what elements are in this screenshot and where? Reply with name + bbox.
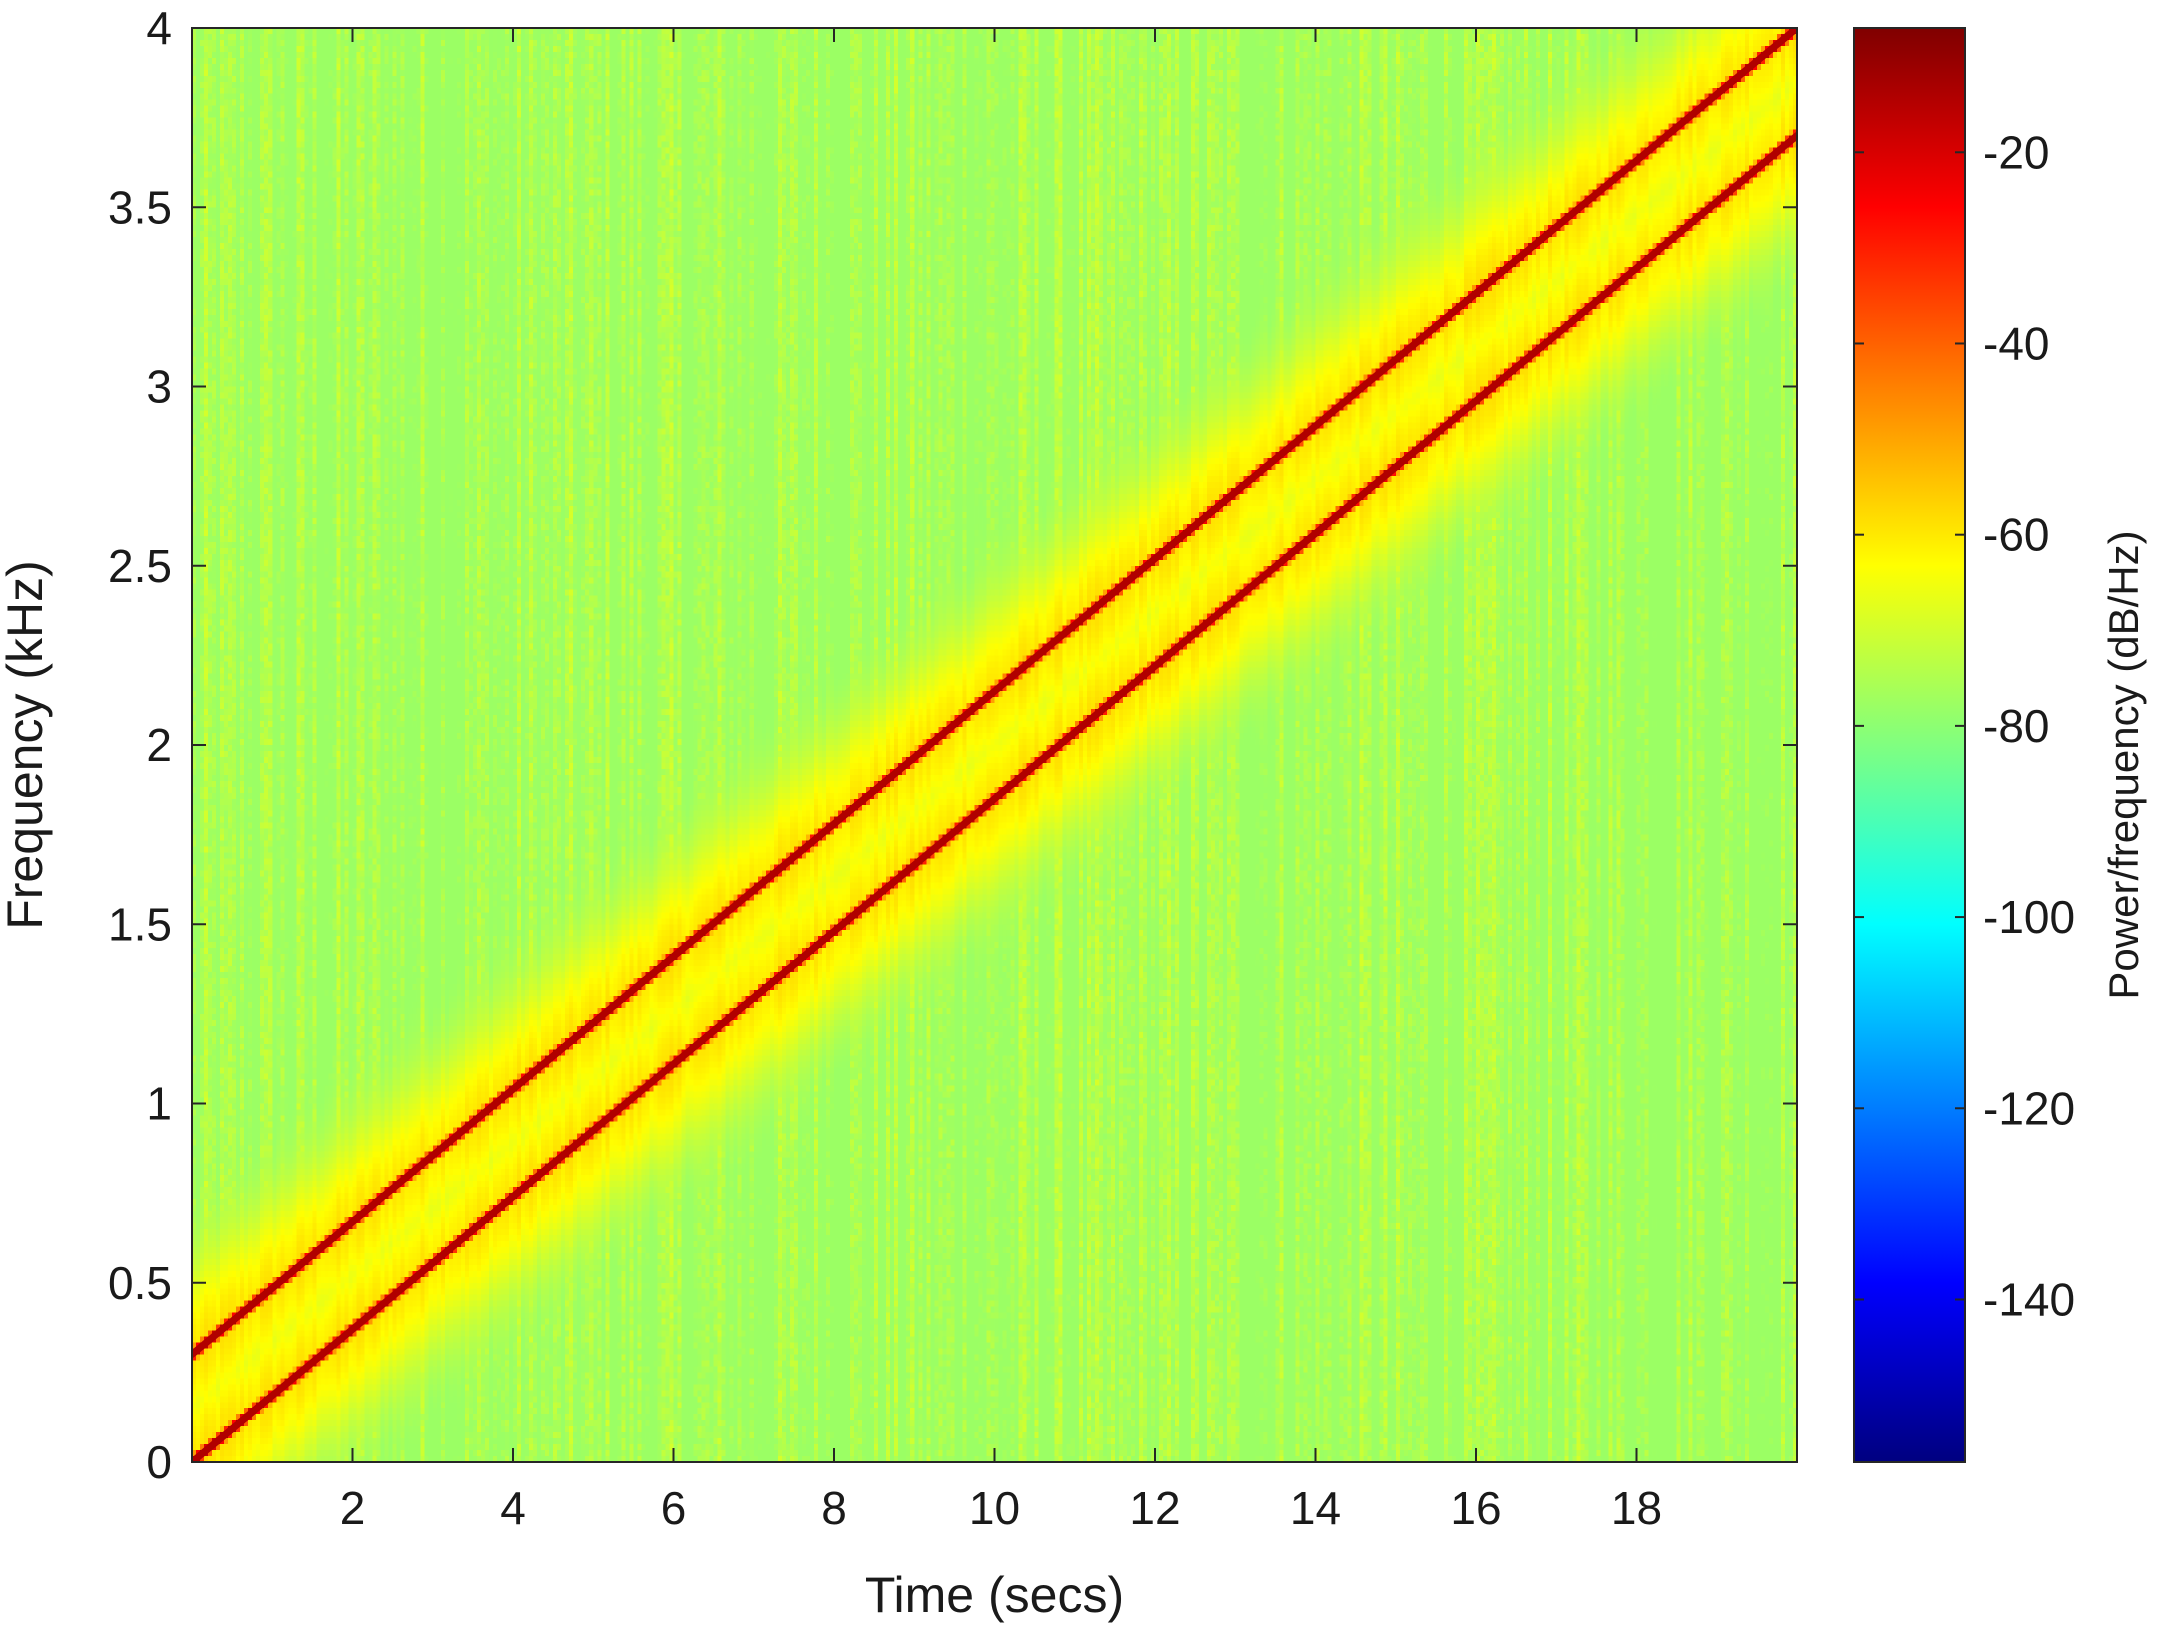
x-axis-label: Time (secs)	[865, 1567, 1124, 1623]
colorbar-gradient	[1854, 28, 1965, 1462]
x-tick-label: 2	[340, 1482, 366, 1534]
colorbar-tick-label: -140	[1983, 1273, 2075, 1325]
x-tick-label: 8	[821, 1482, 847, 1534]
y-tick-label: 3.5	[108, 181, 172, 233]
x-axis-ticks: 2 4 6 8 10 12 14 16 18	[340, 28, 1662, 1534]
colorbar-frame	[1853, 27, 1966, 1463]
chirp-ridge-2	[192, 132, 1797, 1462]
colorbar: -20 -40 -60 -80 -100 -120 -140	[1853, 27, 2075, 1463]
y-tick-label: 0.5	[108, 1257, 172, 1309]
x-tick-label: 18	[1611, 1482, 1662, 1534]
y-tick-label: 1.5	[108, 898, 172, 950]
x-tick-label: 16	[1450, 1482, 1501, 1534]
y-axis-ticks: 0 0.5 1 1.5 2 2.5 3 3.5 4	[108, 2, 1797, 1488]
colorbar-tick-label: -20	[1983, 126, 2049, 178]
colorbar-tick-label: -120	[1983, 1082, 2075, 1134]
x-tick-label: 6	[661, 1482, 687, 1534]
y-tick-label: 1	[146, 1078, 172, 1130]
y-tick-label: 0	[146, 1436, 172, 1488]
spectrogram-heatmap	[192, 28, 1797, 1462]
colorbar-tick-label: -100	[1983, 891, 2075, 943]
chirp-ridge-1	[192, 28, 1797, 1358]
y-tick-label: 2	[146, 719, 172, 771]
x-tick-label: 14	[1290, 1482, 1341, 1534]
x-tick-label: 12	[1129, 1482, 1180, 1534]
y-tick-label: 4	[146, 2, 172, 54]
y-tick-label: 3	[146, 361, 172, 413]
x-tick-label: 10	[969, 1482, 1020, 1534]
x-tick-label: 4	[500, 1482, 526, 1534]
colorbar-label: Power/frequency (dB/Hz)	[2100, 530, 2147, 999]
y-tick-label: 2.5	[108, 540, 172, 592]
colorbar-tick-label: -40	[1983, 317, 2049, 369]
colorbar-tick-label: -60	[1983, 509, 2049, 561]
colorbar-tick-label: -80	[1983, 700, 2049, 752]
spectrogram-image	[192, 28, 1797, 1462]
y-axis-label: Frequency (kHz)	[0, 560, 53, 930]
